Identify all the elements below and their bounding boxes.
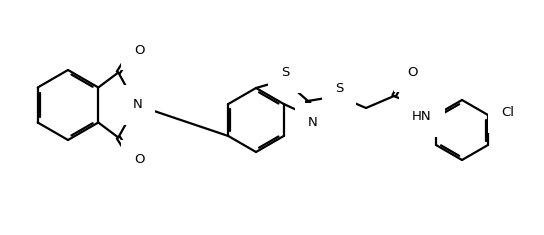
Text: O: O xyxy=(407,66,417,78)
Text: HN: HN xyxy=(412,110,432,124)
Text: S: S xyxy=(281,67,289,79)
Text: N: N xyxy=(308,117,318,129)
Text: N: N xyxy=(132,98,142,111)
Text: S: S xyxy=(335,82,343,95)
Text: O: O xyxy=(134,44,145,57)
Text: O: O xyxy=(134,153,145,166)
Text: Cl: Cl xyxy=(502,106,515,120)
